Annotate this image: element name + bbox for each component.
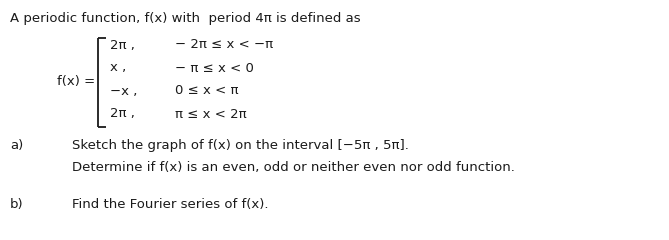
Text: a): a) — [10, 139, 23, 152]
Text: Determine if f(x) is an even, odd or neither even nor odd function.: Determine if f(x) is an even, odd or nei… — [72, 161, 515, 174]
Text: x ,: x , — [110, 61, 126, 74]
Text: b): b) — [10, 198, 23, 211]
Text: f(x) =: f(x) = — [57, 75, 95, 88]
Text: A periodic function, f(x) with  period 4π is defined as: A periodic function, f(x) with period 4π… — [10, 12, 361, 25]
Text: 0 ≤ x < π: 0 ≤ x < π — [175, 84, 239, 97]
Text: 2π ,: 2π , — [110, 38, 135, 52]
Text: π ≤ x < 2π: π ≤ x < 2π — [175, 108, 247, 120]
Text: 2π ,: 2π , — [110, 108, 135, 120]
Text: Sketch the graph of f(x) on the interval [−5π , 5π].: Sketch the graph of f(x) on the interval… — [72, 139, 409, 152]
Text: − 2π ≤ x < −π: − 2π ≤ x < −π — [175, 38, 273, 52]
Text: −x ,: −x , — [110, 84, 137, 97]
Text: − π ≤ x < 0: − π ≤ x < 0 — [175, 61, 254, 74]
Text: Find the Fourier series of f(x).: Find the Fourier series of f(x). — [72, 198, 268, 211]
